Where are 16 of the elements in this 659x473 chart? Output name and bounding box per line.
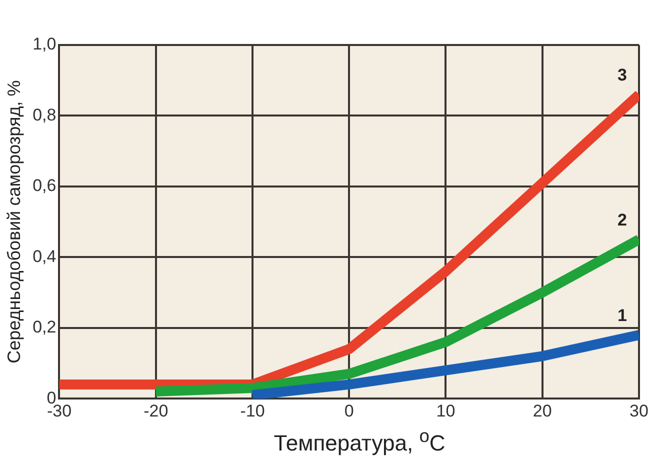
y-tick-label: 0,2 xyxy=(32,318,56,337)
x-tick-label: -10 xyxy=(240,401,265,420)
x-axis-title: Температура, $^{o}$C xyxy=(272,425,446,456)
y-tick-label: 0,8 xyxy=(32,105,56,124)
x-tick-label: 0 xyxy=(344,401,354,420)
y-tick-label: 1,0 xyxy=(32,34,56,54)
series-label: 2 xyxy=(618,210,627,230)
series-label: 1 xyxy=(618,306,627,326)
y-axis-title: Середньодобовий саморозряд, % xyxy=(4,80,24,364)
x-tick-label: 20 xyxy=(532,401,552,420)
x-tick-label: 10 xyxy=(436,401,456,420)
series-label: 3 xyxy=(618,66,627,85)
x-tick-label: -20 xyxy=(144,401,168,420)
x-tick-label: 30 xyxy=(630,401,648,420)
y-tick-label: 0,4 xyxy=(32,246,56,266)
y-tick-label: 0,6 xyxy=(32,176,56,196)
